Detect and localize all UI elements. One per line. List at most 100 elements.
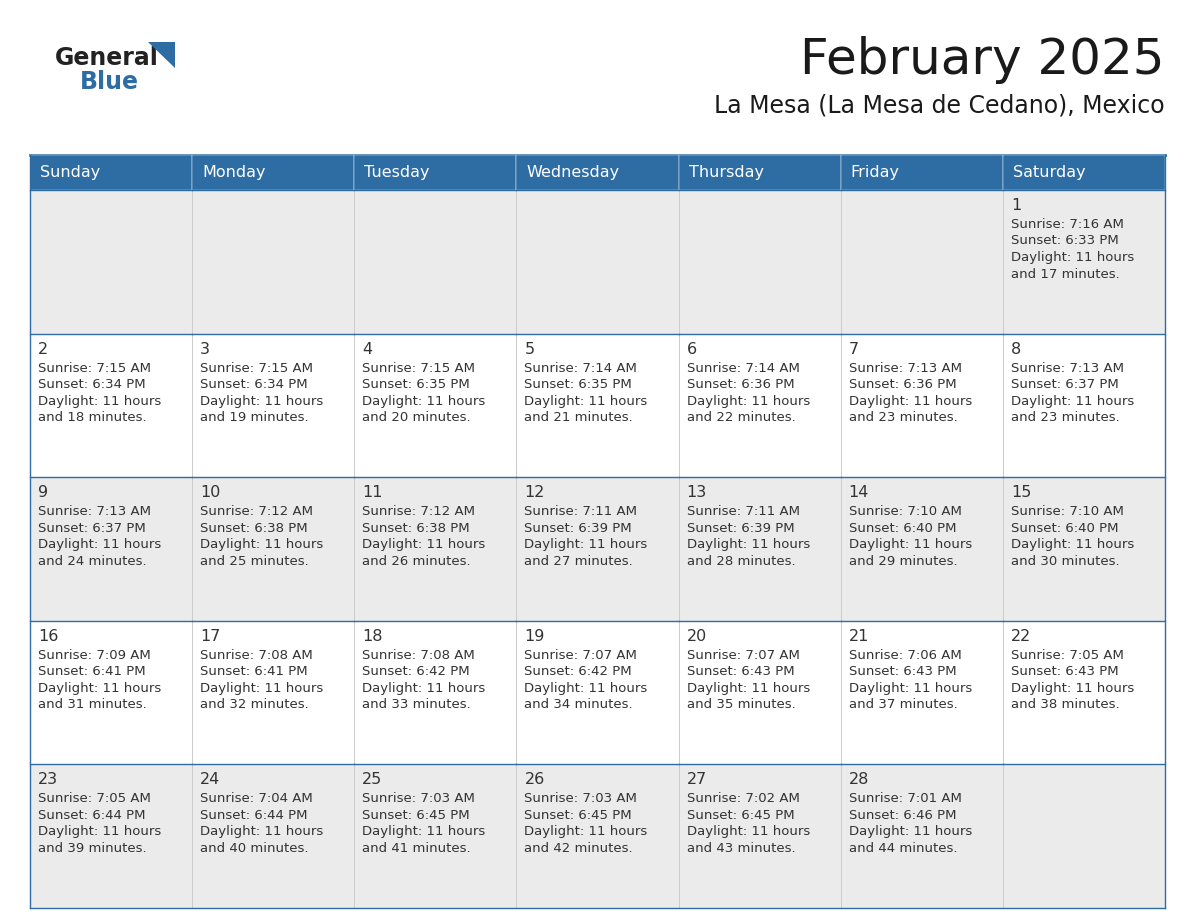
Text: 20: 20 (687, 629, 707, 644)
Bar (192, 765, 354, 908)
Bar (30, 155, 192, 190)
Bar (517, 765, 678, 908)
Bar (1003, 155, 1165, 190)
Text: Wednesday: Wednesday (526, 165, 620, 180)
Text: Saturday: Saturday (1013, 165, 1086, 180)
Bar (354, 333, 517, 477)
Bar (841, 155, 1003, 190)
Text: Sunrise: 7:01 AM
Sunset: 6:46 PM
Daylight: 11 hours
and 44 minutes.: Sunrise: 7:01 AM Sunset: 6:46 PM Dayligh… (848, 792, 972, 855)
Polygon shape (148, 42, 175, 68)
Text: Sunrise: 7:07 AM
Sunset: 6:43 PM
Daylight: 11 hours
and 35 minutes.: Sunrise: 7:07 AM Sunset: 6:43 PM Dayligh… (687, 649, 810, 711)
Text: Sunrise: 7:03 AM
Sunset: 6:45 PM
Daylight: 11 hours
and 41 minutes.: Sunrise: 7:03 AM Sunset: 6:45 PM Dayligh… (362, 792, 486, 855)
Text: 18: 18 (362, 629, 383, 644)
Bar (1003, 477, 1165, 621)
Bar (841, 333, 1003, 477)
Text: Sunrise: 7:11 AM
Sunset: 6:39 PM
Daylight: 11 hours
and 27 minutes.: Sunrise: 7:11 AM Sunset: 6:39 PM Dayligh… (524, 505, 647, 567)
Bar (841, 621, 1003, 765)
Bar (517, 190, 678, 333)
Text: 24: 24 (200, 772, 221, 788)
Text: Sunday: Sunday (40, 165, 100, 180)
Text: Sunrise: 7:12 AM
Sunset: 6:38 PM
Daylight: 11 hours
and 25 minutes.: Sunrise: 7:12 AM Sunset: 6:38 PM Dayligh… (200, 505, 323, 567)
Text: 3: 3 (200, 341, 210, 356)
Bar (678, 621, 841, 765)
Text: Monday: Monday (202, 165, 266, 180)
Text: 4: 4 (362, 341, 372, 356)
Text: 26: 26 (524, 772, 544, 788)
Text: Sunrise: 7:02 AM
Sunset: 6:45 PM
Daylight: 11 hours
and 43 minutes.: Sunrise: 7:02 AM Sunset: 6:45 PM Dayligh… (687, 792, 810, 855)
Bar (517, 155, 678, 190)
Text: 7: 7 (848, 341, 859, 356)
Text: 16: 16 (38, 629, 58, 644)
Bar (354, 765, 517, 908)
Text: 23: 23 (38, 772, 58, 788)
Text: Thursday: Thursday (689, 165, 764, 180)
Text: 14: 14 (848, 486, 870, 500)
Text: 6: 6 (687, 341, 696, 356)
Text: Sunrise: 7:08 AM
Sunset: 6:41 PM
Daylight: 11 hours
and 32 minutes.: Sunrise: 7:08 AM Sunset: 6:41 PM Dayligh… (200, 649, 323, 711)
Text: Sunrise: 7:09 AM
Sunset: 6:41 PM
Daylight: 11 hours
and 31 minutes.: Sunrise: 7:09 AM Sunset: 6:41 PM Dayligh… (38, 649, 162, 711)
Text: 10: 10 (200, 486, 221, 500)
Text: Sunrise: 7:11 AM
Sunset: 6:39 PM
Daylight: 11 hours
and 28 minutes.: Sunrise: 7:11 AM Sunset: 6:39 PM Dayligh… (687, 505, 810, 567)
Text: Sunrise: 7:16 AM
Sunset: 6:33 PM
Daylight: 11 hours
and 17 minutes.: Sunrise: 7:16 AM Sunset: 6:33 PM Dayligh… (1011, 218, 1135, 281)
Text: 2: 2 (38, 341, 49, 356)
Text: 15: 15 (1011, 486, 1031, 500)
Bar (678, 190, 841, 333)
Bar (192, 155, 354, 190)
Text: Blue: Blue (80, 70, 139, 94)
Bar (1003, 190, 1165, 333)
Bar (678, 155, 841, 190)
Text: Sunrise: 7:15 AM
Sunset: 6:34 PM
Daylight: 11 hours
and 19 minutes.: Sunrise: 7:15 AM Sunset: 6:34 PM Dayligh… (200, 362, 323, 424)
Bar (192, 621, 354, 765)
Text: Sunrise: 7:10 AM
Sunset: 6:40 PM
Daylight: 11 hours
and 29 minutes.: Sunrise: 7:10 AM Sunset: 6:40 PM Dayligh… (848, 505, 972, 567)
Bar (841, 190, 1003, 333)
Text: Sunrise: 7:05 AM
Sunset: 6:44 PM
Daylight: 11 hours
and 39 minutes.: Sunrise: 7:05 AM Sunset: 6:44 PM Dayligh… (38, 792, 162, 855)
Bar (1003, 765, 1165, 908)
Bar (192, 190, 354, 333)
Text: 1: 1 (1011, 198, 1022, 213)
Text: Sunrise: 7:03 AM
Sunset: 6:45 PM
Daylight: 11 hours
and 42 minutes.: Sunrise: 7:03 AM Sunset: 6:45 PM Dayligh… (524, 792, 647, 855)
Bar (517, 333, 678, 477)
Bar (354, 477, 517, 621)
Bar (841, 765, 1003, 908)
Text: Tuesday: Tuesday (365, 165, 430, 180)
Text: Sunrise: 7:15 AM
Sunset: 6:34 PM
Daylight: 11 hours
and 18 minutes.: Sunrise: 7:15 AM Sunset: 6:34 PM Dayligh… (38, 362, 162, 424)
Text: 27: 27 (687, 772, 707, 788)
Bar (192, 333, 354, 477)
Text: 8: 8 (1011, 341, 1022, 356)
Text: General: General (55, 46, 159, 70)
Text: Sunrise: 7:05 AM
Sunset: 6:43 PM
Daylight: 11 hours
and 38 minutes.: Sunrise: 7:05 AM Sunset: 6:43 PM Dayligh… (1011, 649, 1135, 711)
Text: 12: 12 (524, 486, 545, 500)
Text: 25: 25 (362, 772, 383, 788)
Text: Sunrise: 7:08 AM
Sunset: 6:42 PM
Daylight: 11 hours
and 33 minutes.: Sunrise: 7:08 AM Sunset: 6:42 PM Dayligh… (362, 649, 486, 711)
Text: 19: 19 (524, 629, 545, 644)
Text: Sunrise: 7:14 AM
Sunset: 6:36 PM
Daylight: 11 hours
and 22 minutes.: Sunrise: 7:14 AM Sunset: 6:36 PM Dayligh… (687, 362, 810, 424)
Bar (192, 477, 354, 621)
Text: 5: 5 (524, 341, 535, 356)
Text: Friday: Friday (851, 165, 899, 180)
Text: Sunrise: 7:15 AM
Sunset: 6:35 PM
Daylight: 11 hours
and 20 minutes.: Sunrise: 7:15 AM Sunset: 6:35 PM Dayligh… (362, 362, 486, 424)
Bar (30, 765, 192, 908)
Bar (517, 621, 678, 765)
Text: 17: 17 (200, 629, 221, 644)
Text: February 2025: February 2025 (801, 36, 1165, 84)
Text: Sunrise: 7:14 AM
Sunset: 6:35 PM
Daylight: 11 hours
and 21 minutes.: Sunrise: 7:14 AM Sunset: 6:35 PM Dayligh… (524, 362, 647, 424)
Text: 22: 22 (1011, 629, 1031, 644)
Bar (30, 333, 192, 477)
Text: 11: 11 (362, 486, 383, 500)
Text: 21: 21 (848, 629, 870, 644)
Bar (354, 155, 517, 190)
Bar (354, 190, 517, 333)
Text: Sunrise: 7:13 AM
Sunset: 6:37 PM
Daylight: 11 hours
and 24 minutes.: Sunrise: 7:13 AM Sunset: 6:37 PM Dayligh… (38, 505, 162, 567)
Text: 13: 13 (687, 486, 707, 500)
Bar (1003, 333, 1165, 477)
Text: 28: 28 (848, 772, 870, 788)
Bar (1003, 621, 1165, 765)
Bar (517, 477, 678, 621)
Text: 9: 9 (38, 486, 49, 500)
Text: Sunrise: 7:13 AM
Sunset: 6:37 PM
Daylight: 11 hours
and 23 minutes.: Sunrise: 7:13 AM Sunset: 6:37 PM Dayligh… (1011, 362, 1135, 424)
Bar (30, 621, 192, 765)
Text: La Mesa (La Mesa de Cedano), Mexico: La Mesa (La Mesa de Cedano), Mexico (714, 93, 1165, 117)
Bar (30, 477, 192, 621)
Text: Sunrise: 7:12 AM
Sunset: 6:38 PM
Daylight: 11 hours
and 26 minutes.: Sunrise: 7:12 AM Sunset: 6:38 PM Dayligh… (362, 505, 486, 567)
Bar (678, 765, 841, 908)
